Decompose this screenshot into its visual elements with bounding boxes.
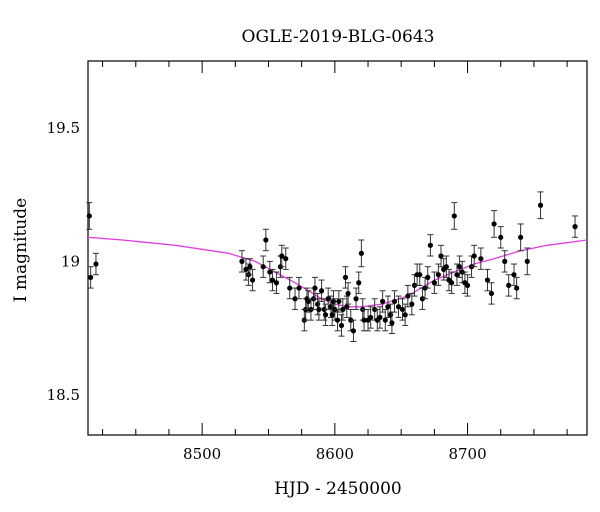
data-point <box>405 293 411 299</box>
data-point <box>454 272 460 278</box>
data-point <box>239 258 245 264</box>
data-point <box>478 256 484 262</box>
data-point <box>88 274 94 280</box>
data-point <box>312 285 318 291</box>
data-point <box>427 242 433 248</box>
x-tick-label: 8700 <box>448 445 486 463</box>
data-point <box>267 269 273 275</box>
data-point <box>336 298 342 305</box>
model-curve-layer <box>87 236 588 308</box>
x-axis-ticks <box>102 61 568 435</box>
y-axis-label: I magnitude <box>11 198 31 302</box>
data-point <box>572 224 578 230</box>
data-point <box>464 282 471 288</box>
chart-title: OGLE-2019-BLG-0643 <box>242 27 435 47</box>
data-point <box>340 306 346 313</box>
data-point <box>345 290 351 297</box>
data-point <box>283 256 289 262</box>
data-point <box>322 312 329 318</box>
data-point <box>243 266 249 272</box>
data-point <box>377 314 383 321</box>
data-point <box>263 237 269 243</box>
data-point <box>380 298 386 305</box>
data-point <box>344 304 350 310</box>
data-point <box>514 285 520 291</box>
data-point <box>353 296 359 302</box>
data-point <box>506 282 512 288</box>
data-point <box>260 264 266 270</box>
data-point <box>431 280 437 286</box>
data-point <box>502 258 508 264</box>
data-point <box>488 290 495 297</box>
data-point <box>334 317 341 323</box>
data-point <box>385 304 391 310</box>
data-point <box>511 272 517 278</box>
data-point <box>318 288 325 294</box>
data-point <box>484 277 491 283</box>
x-tick-label: 8500 <box>183 445 221 463</box>
data-point <box>358 250 364 256</box>
data-point <box>329 312 335 318</box>
data-point <box>498 234 504 240</box>
data-point <box>389 320 395 326</box>
data-point <box>402 312 408 318</box>
data-point <box>368 314 374 321</box>
data-point <box>296 285 302 291</box>
data-point <box>417 272 423 278</box>
data-point <box>456 264 463 270</box>
data-point <box>361 317 367 323</box>
data-point <box>395 304 402 310</box>
data-point <box>325 296 331 302</box>
plot-frame <box>87 60 588 436</box>
data-point <box>382 317 388 323</box>
data-point <box>247 264 253 270</box>
data-point <box>435 272 441 278</box>
data-point <box>443 264 449 270</box>
data-point <box>292 296 298 302</box>
data-point <box>86 213 92 219</box>
data-point <box>399 306 406 313</box>
data-point <box>491 221 497 227</box>
data-point <box>537 202 544 208</box>
data-point <box>316 306 322 313</box>
data-point <box>409 301 415 307</box>
data-point <box>518 234 524 240</box>
data-point <box>287 285 293 291</box>
y-tick-label: 19.5 <box>47 119 80 137</box>
data-point <box>342 274 349 280</box>
data-point <box>356 280 362 286</box>
data-point <box>449 280 455 286</box>
data-point <box>93 261 99 267</box>
data-point <box>338 322 345 329</box>
y-tick-label: 19 <box>61 252 80 270</box>
data-point <box>524 258 530 264</box>
data-point <box>391 298 398 305</box>
data-points-layer <box>86 191 579 342</box>
data-point <box>471 253 477 259</box>
data-point <box>279 253 285 259</box>
x-tick-label: 8600 <box>316 445 354 463</box>
y-tick-label: 18.5 <box>47 386 80 404</box>
data-point <box>350 328 357 334</box>
x-axis-label: HJD - 2450000 <box>274 479 402 499</box>
model-curve <box>87 236 588 308</box>
data-point <box>273 280 280 286</box>
data-point <box>438 253 444 259</box>
data-point <box>451 213 457 219</box>
data-point <box>425 274 431 280</box>
y-axis-tick-labels: 18.5 19 19.5 <box>47 119 80 404</box>
x-axis-tick-labels: 8500 8600 8700 <box>183 445 487 463</box>
data-point <box>249 277 256 283</box>
data-point <box>305 298 311 305</box>
data-point <box>269 277 276 283</box>
